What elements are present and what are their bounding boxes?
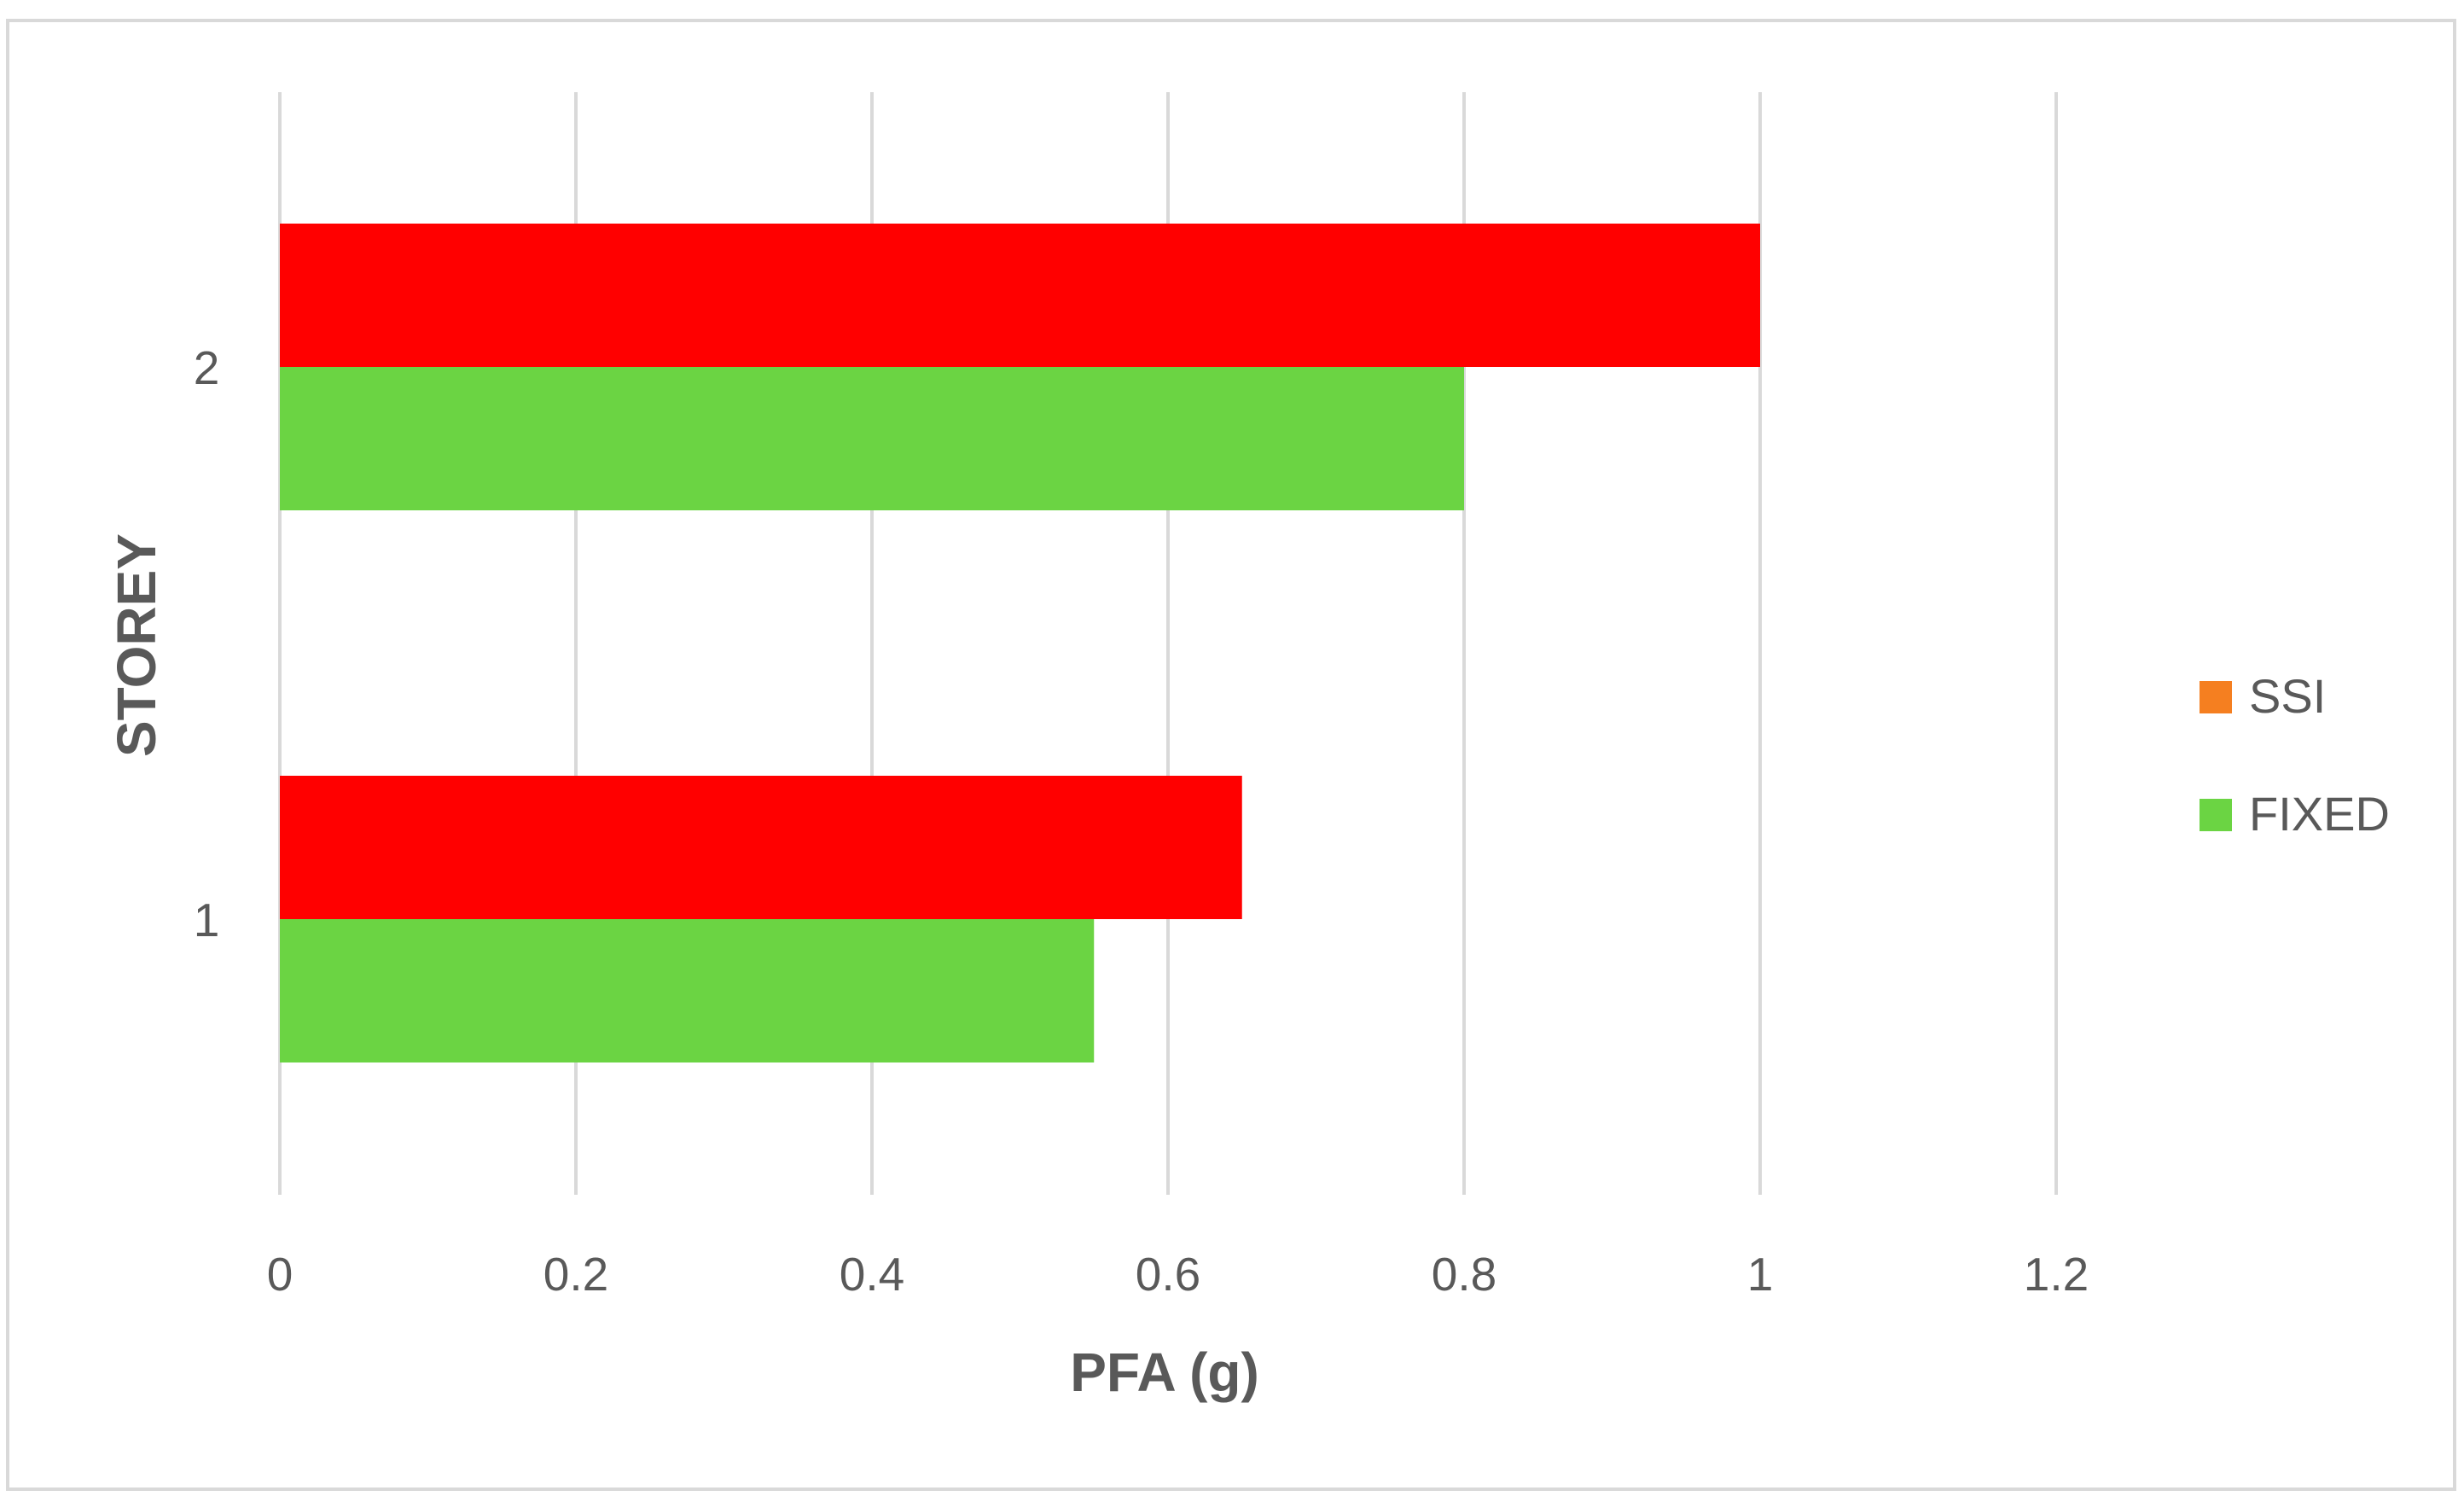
legend-label-fixed: FIXED xyxy=(2249,787,2390,841)
legend-swatch-ssi xyxy=(2200,681,2232,713)
x-tick-label: 1.2 xyxy=(2024,1248,2089,1301)
x-axis-title: PFA (g) xyxy=(1070,1342,1259,1403)
x-tick-labels: 0 0.2 0.4 0.6 0.8 1 1.2 xyxy=(267,1248,2089,1301)
bars xyxy=(280,224,1760,1062)
x-tick-label: 0 xyxy=(267,1248,293,1301)
y-tick-labels: 12 xyxy=(194,341,220,946)
y-tick-label: 2 xyxy=(194,341,220,394)
x-tick-label: 0.6 xyxy=(1136,1248,1200,1301)
bar-ssi-storey-1 xyxy=(280,776,1242,919)
y-tick-label: 1 xyxy=(194,894,220,946)
x-tick-label: 0.2 xyxy=(543,1248,608,1301)
legend-swatch-fixed xyxy=(2200,799,2232,831)
bar-fixed-storey-2 xyxy=(280,367,1464,510)
bar-fixed-storey-1 xyxy=(280,919,1095,1062)
x-tick-label: 0.4 xyxy=(840,1248,904,1301)
legend: SSI FIXED xyxy=(2200,669,2390,841)
x-tick-label: 0.8 xyxy=(1432,1248,1496,1301)
legend-label-ssi: SSI xyxy=(2249,669,2326,723)
y-axis-title: STOREY xyxy=(106,533,167,757)
x-tick-label: 1 xyxy=(1747,1248,1774,1301)
bar-ssi-storey-2 xyxy=(280,224,1760,367)
